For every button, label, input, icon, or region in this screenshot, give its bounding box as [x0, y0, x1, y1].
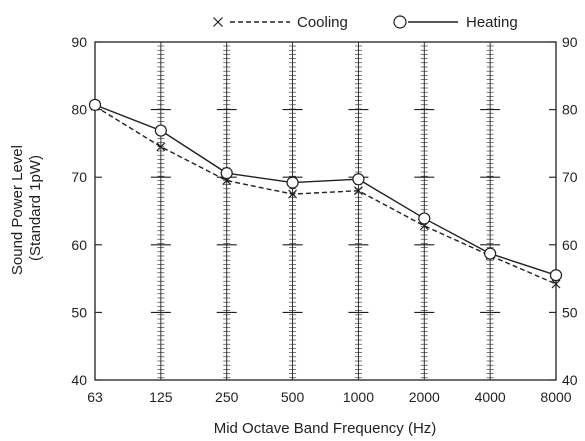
- grid-ladder-500: [282, 41, 303, 381]
- y-axis-label-line-2: (Standard 1pW): [27, 155, 44, 261]
- legend: Cooling Heating: [213, 14, 518, 31]
- plot-frame: [94, 41, 557, 381]
- y-tick-label: 70: [71, 169, 87, 185]
- legend-label: Heating: [466, 14, 518, 31]
- x-axis: 63 125 250 500 1000 2000 4000 8000: [87, 389, 572, 405]
- legend-label: Cooling: [297, 14, 348, 31]
- heating-point: [154, 124, 167, 137]
- cooling-line: [94, 105, 557, 285]
- heating-point: [352, 173, 365, 186]
- legend-marker-x-icon: [213, 17, 223, 27]
- y-tick-label-right: 80: [562, 102, 578, 118]
- series-layer: [88, 98, 563, 289]
- x-tick-label: 1000: [343, 389, 374, 405]
- series-heating: [88, 98, 563, 282]
- y-tick-label-right: 40: [562, 372, 578, 388]
- y-axis-right: 40 50 60 70 80 90: [549, 34, 578, 388]
- legend-item-cooling: Cooling: [213, 14, 348, 31]
- x-tick-label: 250: [215, 389, 239, 405]
- y-axis-label-line-1: Sound Power Level: [9, 145, 26, 275]
- y-tick-label-right: 50: [562, 304, 578, 320]
- y-tick-label: 60: [71, 237, 87, 253]
- grid-ladder-2000: [414, 41, 435, 381]
- y-tick-label: 50: [71, 304, 87, 320]
- y-axis-left: 40 50 60 70 80 90: [71, 34, 102, 388]
- grid-ladder-250: [216, 41, 237, 381]
- x-axis-label: Mid Octave Band Frequency (Hz): [214, 420, 437, 437]
- x-tick-label: 2000: [409, 389, 440, 405]
- grid-ladder-4000: [480, 41, 501, 381]
- heating-point: [549, 269, 563, 282]
- x-tick-label: 63: [87, 389, 103, 405]
- y-tick-label-right: 70: [562, 169, 578, 185]
- y-axis-label: Sound Power Level (Standard 1pW): [9, 141, 44, 275]
- cooling-point: [354, 186, 363, 196]
- grid-ladder-125: [150, 41, 171, 381]
- heating-point: [484, 247, 497, 260]
- heating-line: [94, 104, 557, 276]
- heating-point: [418, 212, 431, 225]
- y-tick-label-right: 90: [562, 34, 578, 50]
- cooling-point: [288, 189, 297, 199]
- x-tick-label: 8000: [540, 389, 571, 405]
- grid-ladders: [150, 41, 501, 381]
- x-tick-label: 125: [149, 389, 173, 405]
- y-tick-label-right: 60: [562, 237, 578, 253]
- y-tick-label: 90: [71, 34, 87, 50]
- heating-point: [286, 176, 299, 189]
- x-tick-label: 4000: [475, 389, 506, 405]
- cooling-point: [156, 142, 166, 152]
- x-tick-label: 500: [281, 389, 305, 405]
- y-tick-label: 40: [71, 372, 87, 388]
- legend-marker-circle-icon: [393, 15, 407, 29]
- y-tick-label: 80: [71, 102, 87, 118]
- heating-point: [220, 167, 233, 180]
- heating-point: [88, 98, 102, 111]
- grid-ladder-1000: [348, 41, 369, 381]
- legend-item-heating: Heating: [393, 14, 518, 31]
- cooling-point: [551, 279, 561, 289]
